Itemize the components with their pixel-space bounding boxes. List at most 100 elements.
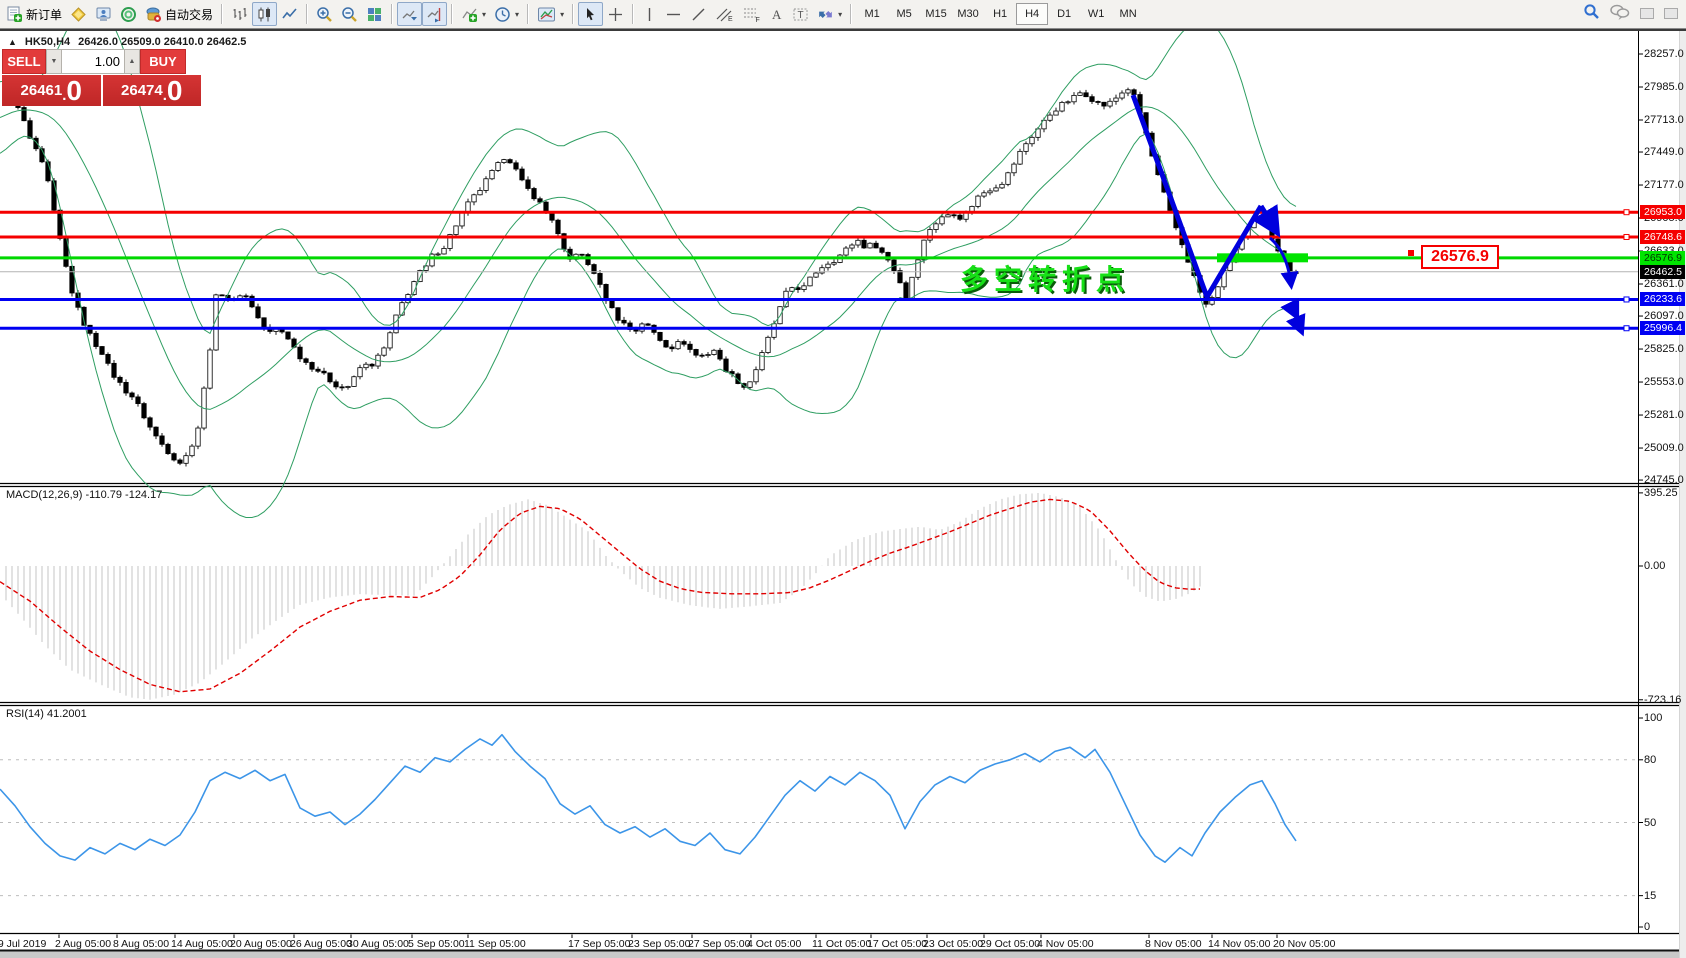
one-click-trade-panel: SELL ▼ ▲ BUY 26461.0 26474.0 [2, 49, 201, 106]
time-tick-label: 29 Oct 05:00 [980, 938, 1041, 950]
time-tick-label: 17 Sep 05:00 [568, 938, 631, 950]
autotrade-icon [145, 6, 162, 23]
timeframe-d1-button[interactable]: D1 [1057, 8, 1072, 20]
line-chart-button[interactable] [277, 2, 302, 26]
svg-text:F: F [756, 17, 760, 23]
price-tag: 26748.6 [1640, 229, 1685, 244]
vline-button[interactable] [638, 2, 661, 26]
periods-icon [494, 6, 511, 23]
autotrade-button[interactable]: 自动交易 [141, 2, 217, 26]
channel-button[interactable]: E [711, 2, 738, 26]
bar-chart-icon [231, 6, 248, 23]
price-tick-label: 26361.0 [1644, 278, 1684, 290]
chart-shift-button[interactable] [422, 2, 448, 26]
timeframe-w1-button[interactable]: W1 [1087, 8, 1105, 20]
candle-chart-button[interactable] [252, 2, 278, 26]
cursor-icon [582, 6, 599, 23]
toolbar-separator [451, 4, 454, 24]
search-icon[interactable] [1583, 3, 1600, 23]
periods-button[interactable]: ▾ [490, 2, 523, 26]
zoom-out-icon [341, 6, 358, 23]
price-tag: 26576.9 [1640, 250, 1685, 265]
candle-chart-icon [256, 6, 273, 23]
toolbar-separator [306, 4, 309, 24]
indicators-button[interactable]: ▾ [457, 2, 490, 26]
price-tick-label: 27985.0 [1644, 80, 1684, 93]
new-order-button[interactable]: 新订单 [2, 2, 66, 26]
chevron-down-icon[interactable]: ▾ [838, 9, 843, 19]
templates-button[interactable]: ▾ [533, 2, 568, 26]
volume-input[interactable] [62, 49, 124, 74]
tile-windows-button[interactable] [362, 2, 387, 26]
price-tick-label: 27177.0 [1644, 179, 1684, 192]
time-tick-label: 8 Nov 05:00 [1145, 938, 1202, 950]
toolbar-separator [221, 4, 224, 24]
zoom-in-button[interactable] [312, 2, 337, 26]
arrows-button[interactable]: ▾ [813, 2, 846, 26]
sell-price[interactable]: 26461. 0 [2, 75, 101, 106]
zoom-in-icon [316, 6, 333, 23]
buy-button[interactable]: BUY [140, 49, 186, 74]
chevron-down-icon[interactable]: ▾ [515, 9, 520, 19]
chat-icon[interactable] [1610, 4, 1630, 23]
cursor-button[interactable] [578, 2, 604, 26]
chart-canvas[interactable] [0, 31, 1686, 958]
price-tick-label: 26097.0 [1644, 310, 1684, 323]
arrows-icon [817, 6, 834, 23]
svg-text:E: E [728, 16, 733, 23]
window-minimize-button[interactable] [1640, 7, 1654, 19]
volume-down-button[interactable]: ▼ [46, 49, 62, 74]
chevron-down-icon[interactable]: ▾ [482, 9, 487, 19]
timeframe-mn-button[interactable]: MN [1119, 8, 1137, 20]
fibo-icon: F [742, 6, 761, 23]
trendline-button[interactable] [686, 2, 711, 26]
vline-icon [642, 6, 657, 23]
gold-button[interactable] [66, 2, 91, 26]
price-tick-label: 25825.0 [1644, 343, 1684, 356]
buy-price[interactable]: 26474. 0 [102, 75, 201, 106]
text-button[interactable]: A [765, 2, 788, 26]
time-tick-label: 4 Nov 05:00 [1037, 938, 1094, 950]
crosshair-button[interactable] [603, 2, 628, 26]
time-tick-label: 23 Oct 05:00 [923, 938, 984, 950]
timeframe-m1-button[interactable]: M1 [864, 8, 880, 20]
price-tick-label: 25553.0 [1644, 376, 1684, 389]
window-close-button[interactable] [1664, 7, 1678, 19]
tile-windows-icon [366, 6, 383, 23]
sell-button[interactable]: SELL [2, 49, 46, 74]
price-tick-label: 25281.0 [1644, 409, 1684, 422]
trendline-icon [690, 6, 707, 23]
auto-scroll-button[interactable] [397, 2, 423, 26]
channel-icon: E [715, 6, 734, 23]
market-watch-button[interactable] [91, 2, 116, 26]
data-window-button[interactable] [116, 2, 141, 26]
volume-up-button[interactable]: ▲ [124, 49, 140, 74]
rsi-label: RSI(14) 41.2001 [6, 708, 87, 720]
timeframe-h1-button[interactable]: H1 [993, 8, 1008, 20]
symbol-header: ▲ HK50,H4 26426.0 26509.0 26410.0 26462.… [8, 36, 246, 48]
hline-button[interactable] [661, 2, 686, 26]
rsi-tick-label: 15 [1644, 889, 1657, 902]
time-tick-label: 4 Oct 05:00 [747, 938, 802, 950]
label-button[interactable]: T [788, 2, 813, 26]
price-tick-label: 27713.0 [1644, 113, 1684, 126]
chart-annotation-text[interactable]: 多空转折点 [960, 264, 1131, 295]
time-tick-label: 8 Aug 05:00 [113, 938, 170, 950]
timeframe-m5-button[interactable]: M5 [896, 8, 912, 20]
fibo-button[interactable]: F [738, 2, 765, 26]
toolbar-divider [0, 29, 1686, 31]
timeframe-m15-button[interactable]: M15 [925, 8, 947, 20]
symbol-name: HK50,H4 [24, 36, 71, 48]
hline-icon [665, 6, 682, 23]
time-tick-label: 20 Aug 05:00 [230, 938, 292, 950]
templates-icon [537, 6, 556, 23]
rsi-tick-label: 0 [1644, 921, 1651, 933]
bar-chart-button[interactable] [227, 2, 252, 26]
timeframe-m30-button[interactable]: M30 [957, 8, 979, 20]
timeframe-h4-button[interactable]: H4 [1016, 3, 1049, 25]
line-chart-icon [281, 6, 298, 23]
zoom-out-button[interactable] [337, 2, 362, 26]
price-callout-label[interactable]: 26576.9 [1421, 245, 1499, 269]
chevron-down-icon[interactable]: ▾ [560, 9, 565, 19]
time-tick-label: 27 Sep 05:00 [688, 938, 751, 950]
